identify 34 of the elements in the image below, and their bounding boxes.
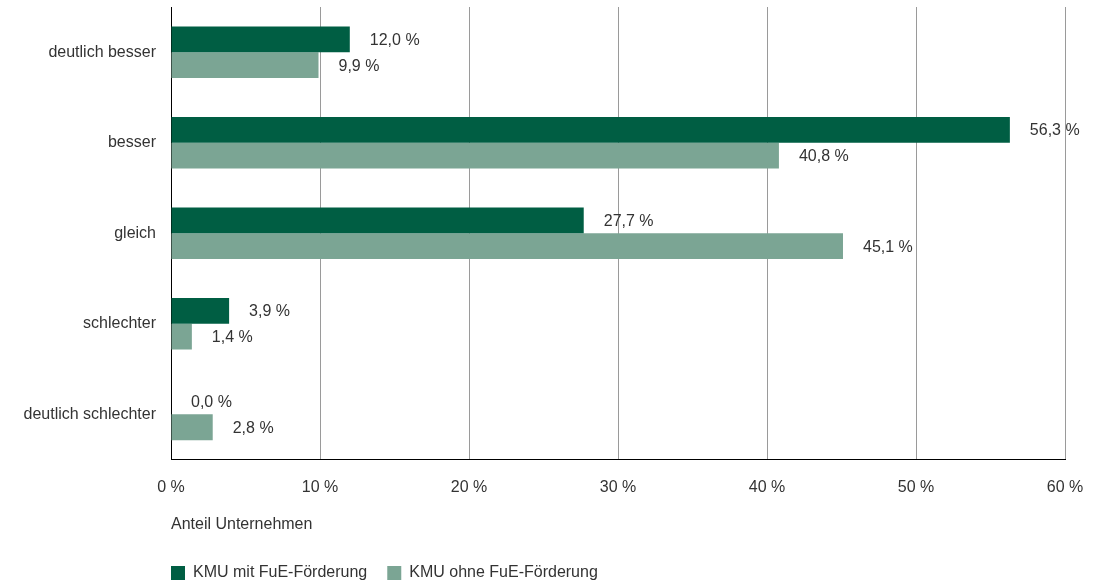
x-axis-title: Anteil Unternehmen xyxy=(171,514,313,532)
data-label: 9,9 % xyxy=(338,56,380,74)
data-label: 45,1 % xyxy=(862,237,913,255)
bar xyxy=(171,323,192,350)
y-tick-label: besser xyxy=(107,133,157,151)
x-tick-label: 0 % xyxy=(157,477,185,495)
x-tick-label: 20 % xyxy=(450,477,488,495)
y-tick-label: gleich xyxy=(114,223,156,241)
x-tick-label: 10 % xyxy=(301,477,339,495)
data-label: 1,4 % xyxy=(211,328,253,346)
y-tick-label: deutlich schlechter xyxy=(23,404,157,422)
data-label: 0,0 % xyxy=(191,392,232,410)
legend-label: KMU ohne FuE-Förderung xyxy=(409,563,598,581)
x-tick-label: 60 % xyxy=(1046,477,1084,495)
x-tick-label: 30 % xyxy=(599,477,637,495)
data-label: 40,8 % xyxy=(798,147,849,165)
bar xyxy=(171,52,319,79)
bar xyxy=(171,414,213,441)
bar xyxy=(171,298,230,324)
x-tick-label: 40 % xyxy=(748,477,786,495)
y-tick-label: deutlich besser xyxy=(48,42,157,60)
bar xyxy=(171,207,584,234)
y-tick-label: schlechter xyxy=(83,314,157,332)
bar xyxy=(171,233,843,260)
bar xyxy=(171,26,350,53)
data-label: 27,7 % xyxy=(603,211,654,229)
data-label: 2,8 % xyxy=(232,418,274,436)
x-tick-label: 50 % xyxy=(897,477,935,495)
bar xyxy=(171,142,779,169)
data-label: 56,3 % xyxy=(1029,121,1080,139)
data-label: 12,0 % xyxy=(369,30,420,48)
data-label: 3,9 % xyxy=(249,302,291,320)
bar xyxy=(171,116,1010,143)
legend-label: KMU mit FuE-Förderung xyxy=(193,563,368,581)
